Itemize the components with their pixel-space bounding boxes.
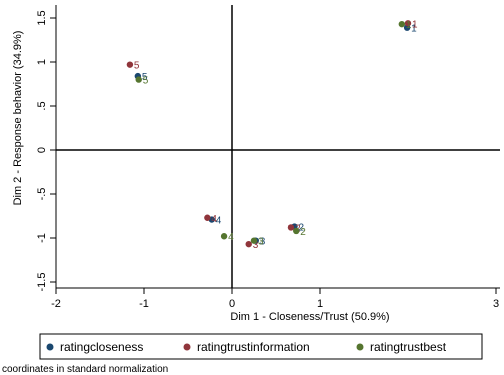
y-tick-label: .5: [36, 101, 48, 110]
y-tick-label: -1: [36, 233, 48, 243]
x-tick-label: -2: [51, 298, 61, 310]
point-ratingtrustinformation-2: [287, 224, 295, 231]
point-label-ratingtrustinformation-1: 1: [412, 19, 418, 30]
legend-marker-ratingtrustbest: [356, 343, 364, 351]
point-label-ratingtrustinformation-4: 4: [211, 214, 217, 225]
legend-label-ratingtrustinformation: ratingtrustinformation: [197, 340, 310, 354]
point-label-ratingtrustinformation-5: 5: [134, 61, 140, 72]
legend-box: [39, 333, 483, 360]
point-label-ratingcloseness-4: 4: [216, 216, 222, 227]
point-label-ratingtrustinformation-3: 3: [253, 240, 259, 251]
point-ratingtrustbest-5: [135, 76, 142, 83]
point-label-ratingcloseness-2: 2: [298, 223, 304, 234]
y-tick-label: -.5: [36, 188, 48, 201]
point-label-ratingcloseness-1: 1: [411, 24, 417, 35]
point-ratingtrustinformation-5: [126, 61, 134, 68]
point-label-ratingtrustbest-5: 5: [143, 76, 149, 87]
y-tick-label: 0: [36, 147, 48, 153]
point-ratingtrustbest-3: [250, 237, 258, 244]
point-label-ratingtrustbest-2: 2: [300, 227, 306, 238]
y-tick-label: -1.5: [36, 273, 48, 292]
x-tick-label: -1: [139, 298, 149, 310]
y-tick-label: 1.5: [36, 10, 48, 25]
point-ratingtrustinformation-3: [245, 240, 252, 248]
legend-marker-ratingcloseness: [46, 343, 54, 351]
point-label-ratingcloseness-3: 3: [260, 237, 266, 248]
x-tick-label: 0: [229, 298, 235, 310]
point-ratingtrustbest-4: [220, 233, 228, 240]
y-axis-ticks: 1.51.50-.5-1-1.5: [36, 10, 56, 291]
x-tick-label: 3: [493, 298, 499, 310]
legend-label-ratingtrustbest: ratingtrustbest: [370, 340, 447, 354]
footnote: coordinates in standard normalization: [2, 364, 168, 375]
point-label-ratingtrustbest-3: 3: [258, 237, 264, 248]
y-axis-title: Dim 2 - Response behavior (34.9%): [12, 31, 24, 206]
x-axis-title: Dim 1 - Closeness/Trust (50.9%): [230, 311, 389, 323]
point-ratingtrustbest-1: [398, 20, 406, 28]
data-points: 123451234512345: [126, 19, 418, 251]
x-tick-label: 1: [317, 298, 323, 310]
x-axis-ticks: -2 -1 0 1 3: [51, 288, 499, 310]
legend-marker-ratingtrustinformation: [183, 343, 191, 351]
y-tick-label: 1: [36, 59, 48, 65]
point-ratingtrustbest-2: [293, 227, 300, 235]
point-label-ratingtrustbest-4: 4: [228, 232, 234, 243]
point-ratingtrustinformation-1: [404, 20, 412, 27]
legend: ratingcloseness ratingtrustinformation rat…: [46, 340, 447, 354]
point-label-ratingcloseness-5: 5: [142, 72, 148, 83]
point-ratingtrustinformation-4: [204, 214, 211, 221]
legend-label-ratingcloseness: ratingcloseness: [60, 340, 143, 354]
point-label-ratingtrustbest-1: 1: [406, 20, 412, 31]
